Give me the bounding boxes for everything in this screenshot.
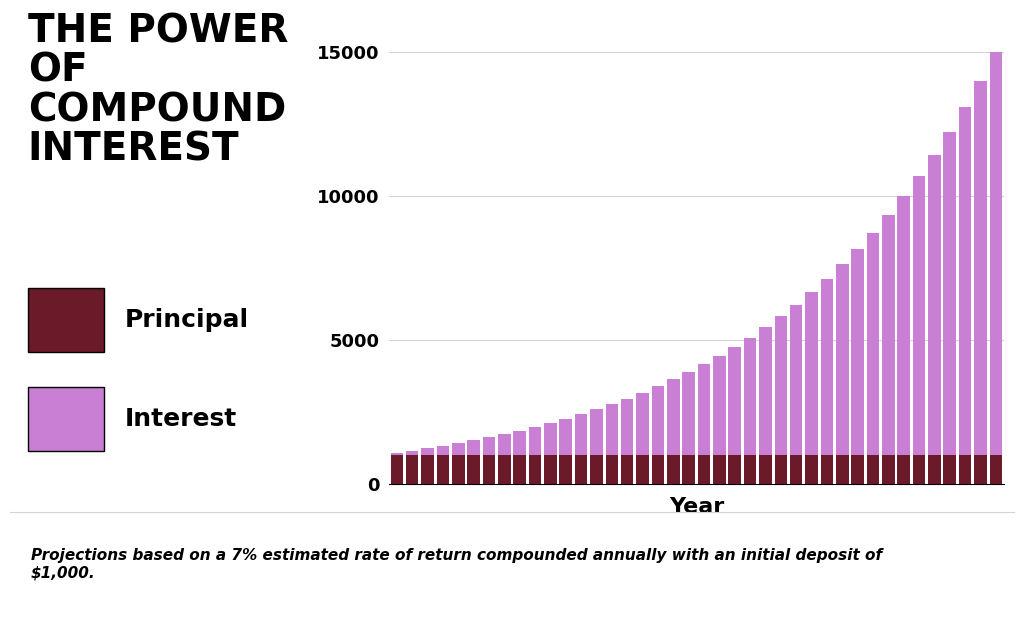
- Bar: [651, 386, 665, 455]
- Bar: [406, 451, 419, 455]
- FancyBboxPatch shape: [28, 288, 104, 352]
- Bar: [989, 455, 1002, 484]
- Bar: [436, 446, 450, 455]
- Bar: [528, 455, 542, 484]
- Bar: [759, 327, 772, 455]
- Bar: [621, 455, 634, 484]
- Bar: [897, 197, 910, 455]
- Bar: [651, 455, 665, 484]
- Bar: [790, 304, 803, 455]
- Bar: [974, 81, 987, 455]
- Bar: [636, 392, 649, 455]
- Bar: [943, 131, 956, 455]
- Bar: [590, 409, 603, 455]
- Bar: [743, 337, 757, 455]
- Bar: [989, 52, 1002, 455]
- Bar: [574, 455, 588, 484]
- Bar: [882, 455, 895, 484]
- Bar: [897, 455, 910, 484]
- Bar: [958, 107, 972, 455]
- Bar: [697, 455, 711, 484]
- Bar: [421, 448, 434, 455]
- Bar: [728, 455, 741, 484]
- Text: THE POWER
OF
COMPOUND
INTEREST: THE POWER OF COMPOUND INTEREST: [28, 12, 288, 169]
- Bar: [498, 434, 511, 455]
- Bar: [528, 427, 542, 455]
- Bar: [467, 455, 480, 484]
- Bar: [636, 455, 649, 484]
- Bar: [605, 404, 618, 455]
- Bar: [851, 455, 864, 484]
- Bar: [790, 455, 803, 484]
- X-axis label: Year: Year: [669, 497, 724, 518]
- Bar: [836, 264, 849, 455]
- Bar: [682, 372, 695, 455]
- Bar: [866, 232, 880, 455]
- Bar: [682, 455, 695, 484]
- Bar: [805, 292, 818, 455]
- Bar: [559, 418, 572, 455]
- Bar: [544, 455, 557, 484]
- Bar: [713, 455, 726, 484]
- Bar: [390, 453, 403, 455]
- Bar: [513, 455, 526, 484]
- Bar: [928, 455, 941, 484]
- Bar: [406, 455, 419, 484]
- Bar: [574, 414, 588, 455]
- Bar: [912, 455, 926, 484]
- Bar: [436, 455, 450, 484]
- Bar: [774, 316, 787, 455]
- Bar: [697, 365, 711, 455]
- Bar: [513, 431, 526, 455]
- Bar: [928, 154, 941, 455]
- FancyBboxPatch shape: [28, 387, 104, 451]
- Bar: [605, 455, 618, 484]
- Bar: [467, 440, 480, 455]
- Bar: [452, 455, 465, 484]
- Bar: [943, 455, 956, 484]
- Bar: [958, 455, 972, 484]
- Bar: [452, 443, 465, 455]
- Bar: [851, 249, 864, 455]
- Bar: [774, 455, 787, 484]
- Bar: [421, 455, 434, 484]
- Bar: [805, 455, 818, 484]
- Text: Principal: Principal: [125, 308, 249, 332]
- Bar: [866, 455, 880, 484]
- Bar: [912, 176, 926, 455]
- Text: Projections based on a 7% estimated rate of return compounded annually with an i: Projections based on a 7% estimated rate…: [31, 548, 882, 580]
- Bar: [498, 455, 511, 484]
- Bar: [667, 455, 680, 484]
- Bar: [759, 455, 772, 484]
- Bar: [482, 455, 496, 484]
- Bar: [667, 379, 680, 455]
- Bar: [882, 215, 895, 455]
- Bar: [743, 455, 757, 484]
- Bar: [974, 455, 987, 484]
- Bar: [820, 455, 834, 484]
- Bar: [728, 347, 741, 455]
- Bar: [713, 356, 726, 455]
- Bar: [621, 399, 634, 455]
- Bar: [590, 455, 603, 484]
- Bar: [836, 455, 849, 484]
- Bar: [544, 423, 557, 455]
- Bar: [482, 437, 496, 455]
- Text: Interest: Interest: [125, 407, 238, 431]
- Bar: [559, 455, 572, 484]
- Bar: [820, 279, 834, 455]
- Bar: [390, 455, 403, 484]
